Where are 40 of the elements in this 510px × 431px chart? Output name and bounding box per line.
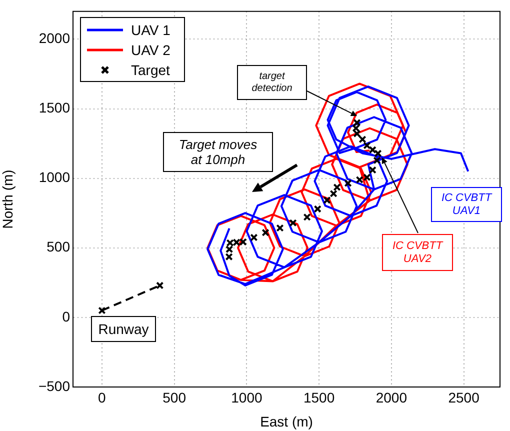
- y-tick-label: 0: [62, 308, 70, 324]
- point: [262, 228, 270, 236]
- y-tick-label: −500: [38, 378, 70, 394]
- y-tick-label: 1500: [38, 100, 70, 116]
- point: [232, 238, 240, 246]
- annotation: target detection: [237, 65, 307, 100]
- point: [363, 174, 371, 182]
- x-tick-label: 500: [162, 389, 186, 406]
- y-tick-label: 2000: [38, 30, 70, 46]
- x-tick-label: 1000: [231, 389, 262, 406]
- point: [239, 238, 247, 246]
- annotation: IC CVBTT UAV1: [431, 187, 502, 222]
- annotation: Runway: [91, 316, 156, 342]
- point: [156, 282, 164, 290]
- point: [344, 179, 352, 188]
- annotation: IC CVBTT UAV2: [382, 234, 453, 271]
- point: [98, 306, 106, 314]
- point: [276, 224, 284, 232]
- x-tick-label: 2500: [448, 389, 480, 406]
- point: [363, 142, 371, 150]
- x-tick-label: 2000: [376, 389, 408, 406]
- point: [368, 166, 376, 174]
- annotation: Target moves at 10mph: [163, 132, 273, 172]
- legend-label: Target: [131, 62, 170, 78]
- point: [323, 196, 331, 204]
- point: [368, 146, 376, 154]
- point: [358, 136, 366, 144]
- y-axis-title: North (m): [0, 170, 16, 229]
- y-tick-label: 500: [46, 238, 70, 255]
- legend-label: UAV 2: [131, 42, 170, 58]
- point: [289, 219, 297, 227]
- point: [314, 205, 322, 213]
- y-tick-label: 1000: [38, 169, 70, 186]
- x-tick-label: 0: [98, 389, 106, 406]
- x-tick-label: 1500: [303, 389, 335, 406]
- point: [250, 234, 258, 242]
- x-axis-title: East (m): [260, 413, 313, 430]
- legend-label: UAV 1: [131, 22, 170, 38]
- point: [303, 213, 311, 221]
- point: [356, 176, 364, 184]
